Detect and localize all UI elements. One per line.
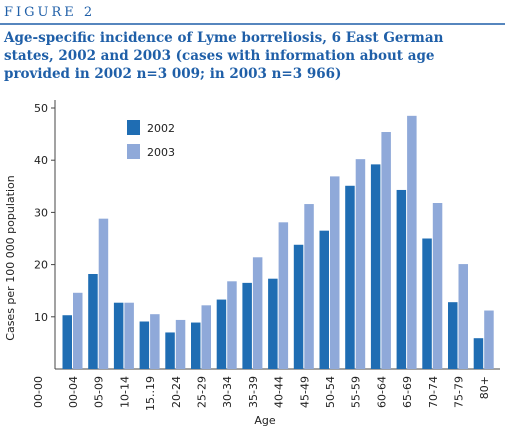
- x-tick-label: 25-29: [196, 376, 209, 408]
- bar: [268, 278, 278, 369]
- x-tick-label: 60-64: [375, 376, 388, 408]
- x-tick-label: 45-49: [298, 376, 311, 408]
- legend-label: 2003: [147, 146, 175, 159]
- bar: [432, 203, 443, 369]
- legend-label: 2002: [147, 122, 175, 135]
- bar: [381, 132, 391, 369]
- bar: [73, 292, 83, 369]
- y-tick-label: 30: [34, 206, 48, 219]
- x-tick-label: 00-04: [67, 376, 80, 408]
- x-tick-label: 10-14: [118, 376, 131, 408]
- bar: [62, 315, 72, 369]
- bar: [473, 338, 484, 369]
- legend-swatch: [127, 120, 140, 135]
- bar: [124, 302, 134, 369]
- x-tick-label: 80+: [478, 376, 491, 399]
- bar: [345, 185, 355, 369]
- x-tick-label: 40-44: [273, 376, 286, 408]
- chart-title: states, 2002 and 2003 (cases with inform…: [4, 48, 435, 64]
- x-tick-label: 30-34: [221, 376, 234, 408]
- bar: [98, 218, 109, 369]
- bar: [319, 230, 329, 369]
- x-tick-label: 05-09: [93, 376, 106, 408]
- y-tick-label: 40: [34, 154, 48, 167]
- legend-swatch: [127, 144, 140, 159]
- x-tick-label: 55-59: [350, 376, 363, 408]
- bar: [139, 321, 150, 369]
- bar: [88, 273, 98, 369]
- chart-title: Age-specific incidence of Lyme borrelios…: [3, 30, 444, 46]
- figure-label: Figure 2: [4, 5, 95, 20]
- chart-title: provided in 2002 n=3 009; in 2003 n=3 96…: [4, 66, 341, 82]
- bar: [191, 322, 201, 369]
- bar: [201, 305, 211, 369]
- y-tick-label: 50: [34, 102, 48, 115]
- bar: [304, 204, 314, 369]
- y-axis-label: Cases per 100 000 population: [4, 175, 17, 340]
- bar: [448, 302, 458, 369]
- bar: [396, 189, 407, 369]
- bar: [252, 257, 263, 369]
- x-tick-label: 65-69: [401, 376, 414, 408]
- bar: [165, 332, 175, 369]
- bar: [216, 299, 227, 369]
- bar: [458, 264, 468, 369]
- bar: [407, 115, 417, 369]
- bar: [242, 282, 252, 369]
- x-tick-label: 15..19: [144, 376, 157, 411]
- bar: [330, 176, 340, 369]
- x-tick-label: 75-79: [453, 376, 466, 408]
- bar: [278, 222, 289, 369]
- x-tick-label: 50-54: [324, 376, 337, 408]
- bar: [293, 244, 304, 369]
- bar: [355, 159, 366, 369]
- x-tick-label: 70-74: [427, 376, 440, 408]
- bar: [227, 281, 237, 369]
- x-tick-label: 00-00: [32, 376, 45, 408]
- bar: [150, 314, 160, 369]
- bar: [175, 319, 186, 369]
- bar: [484, 310, 494, 369]
- bar: [370, 164, 381, 369]
- x-tick-label: 35-39: [247, 376, 260, 408]
- x-tick-label: 20-24: [170, 376, 183, 408]
- y-tick-label: 20: [34, 259, 48, 272]
- x-axis-label: Age: [254, 414, 276, 427]
- bar: [422, 238, 432, 369]
- bar: [113, 302, 124, 369]
- y-tick-label: 10: [34, 311, 48, 324]
